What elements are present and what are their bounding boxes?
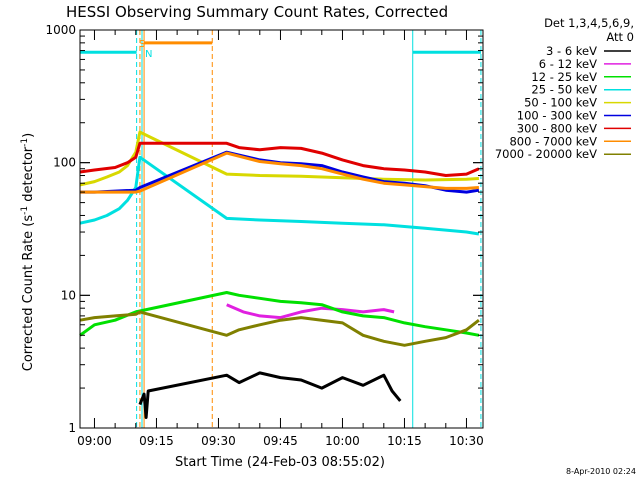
series-line-1 [138,371,402,419]
y-tick-label: 1000 [45,23,76,37]
legend-label: 7000 - 20000 keV [495,147,597,161]
series-line-2 [226,303,395,320]
x-axis-label: Start Time (24-Feb-03 08:55:02) [175,455,385,470]
legend-header-detectors: Det 1,3,4,5,6,9, [544,16,634,30]
x-tick-label: 10:30 [449,434,484,448]
x-tick-label: 10:15 [387,434,422,448]
axes: 09:00 09:15 09:30 09:45 10:00 10:15 10:30 1 10 10… [45,23,483,448]
y-tick-label: 10 [61,288,76,302]
plot-area: SN [79,30,482,428]
x-tick-label: 09:45 [263,434,298,448]
y-tick-label: 100 [53,156,76,170]
y-tick-label: 1 [68,421,76,435]
chart-title: HESSI Observing Summary Count Rates, Cor… [66,3,448,21]
series-line-9 [79,310,480,347]
x-tick-label: 09:15 [139,434,174,448]
series-line-7 [79,141,480,177]
series-line-8 [80,151,480,194]
series-line-4 [79,155,480,236]
legend-label: 100 - 300 keV [517,109,597,123]
x-tick-label: 10:00 [325,434,360,448]
y-axis-label: Corrected Count Rate (s-1 detector-1) [20,133,36,371]
x-tick-label: 09:00 [77,434,112,448]
legend-label: 50 - 100 keV [524,96,597,110]
night-flag-label: N [145,49,152,60]
legend-header-attenuator: Att 0 [606,30,634,44]
plot-frame [79,29,484,429]
legend-label: 800 - 7000 keV [509,134,597,148]
legend-label: 6 - 12 keV [539,57,597,71]
x-tick-label: 09:30 [201,434,236,448]
legend-label: 12 - 25 keV [531,70,597,84]
legend-label: 25 - 50 keV [531,83,597,97]
legend-label: 3 - 6 keV [546,44,597,58]
series-line-5 [79,130,479,187]
saa-flag-label: S [139,39,145,50]
legend-label: 300 - 800 keV [517,121,597,135]
footer-date: 8-Apr-2010 02:24 [566,467,636,476]
